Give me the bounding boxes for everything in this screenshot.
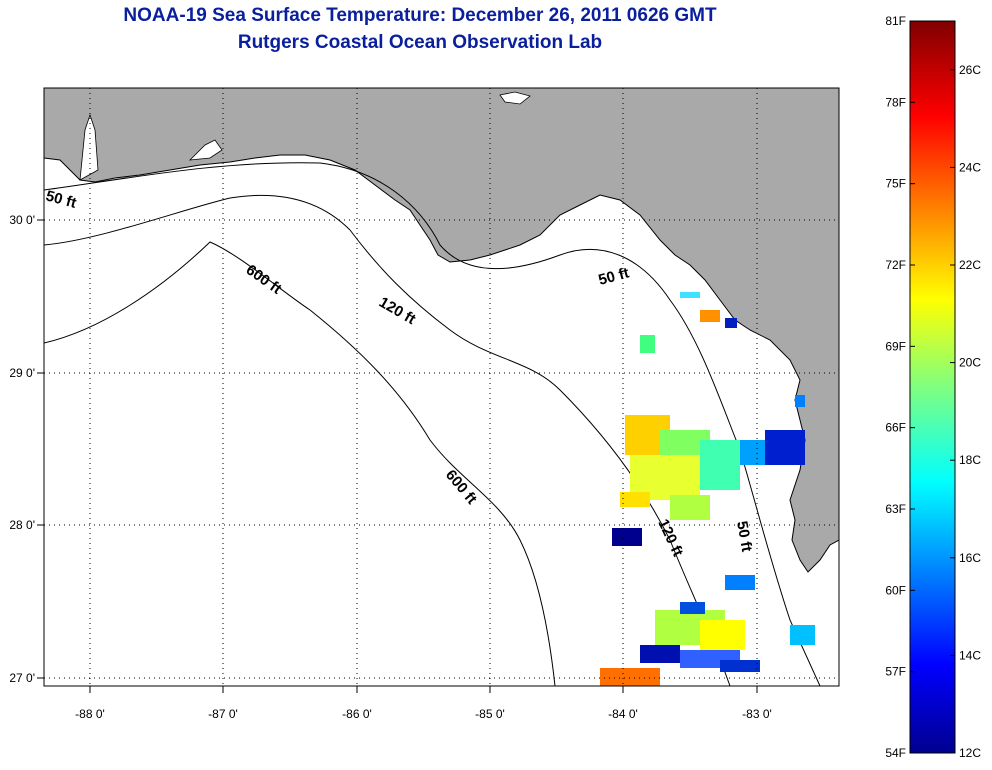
colorbar-label-f: 78F [885, 95, 906, 109]
lat-label-30: 30 0' [9, 213, 35, 227]
map-title: NOAA-19 Sea Surface Temperature: Decembe… [123, 5, 717, 26]
contour-120ft [44, 194, 731, 686]
colorbar-label-c: 18C [959, 453, 981, 467]
map-frame [43, 87, 840, 687]
colorbar-ticks: 81F 78F 75F 72F 69F 66F 63F 60F 57F 54F 26C 24C 22C 2… [885, 14, 981, 760]
colorbar [909, 20, 956, 754]
map-subtitle: Rutgers Coastal Ocean Observation Lab [237, 32, 603, 53]
colorbar-label-c: 12C [959, 746, 981, 760]
colorbar-label-f: 81F [885, 14, 906, 28]
land-islands [79, 91, 531, 181]
sst-data-overlay [600, 292, 815, 686]
lat-label-29: 29 0' [9, 366, 35, 380]
lon-label-83: -83 0' [742, 707, 772, 721]
axis-ticks [37, 219, 758, 693]
lon-label-88: -88 0' [75, 707, 105, 721]
colorbar-label-c: 22C [959, 258, 981, 272]
lon-label-84: -84 0' [608, 707, 638, 721]
colorbar-label-f: 75F [885, 177, 906, 191]
colorbar-label-c: 26C [959, 63, 981, 77]
colorbar-label-f: 63F [885, 502, 906, 516]
colorbar-label-f: 57F [885, 665, 906, 679]
lon-label-86: -86 0' [342, 707, 372, 721]
colorbar-label-f: 66F [885, 421, 906, 435]
lon-label-85: -85 0' [475, 707, 505, 721]
lon-label-87: -87 0' [208, 707, 238, 721]
colorbar-label-c: 16C [959, 551, 981, 565]
colorbar-label-c: 24C [959, 160, 981, 174]
colorbar-label-c: 20C [959, 356, 981, 370]
colorbar-label-f: 54F [885, 746, 906, 760]
land-mass [44, 88, 839, 573]
lat-label-28: 28 0' [9, 518, 35, 532]
colorbar-label-f: 60F [885, 583, 906, 597]
contour-600ft [44, 241, 556, 686]
depth-label-50ft-south: 50 ft [733, 520, 755, 553]
colorbar-label-f: 69F [885, 339, 906, 353]
lat-label-27: 27 0' [9, 671, 35, 685]
colorbar-label-c: 14C [959, 648, 981, 662]
colorbar-label-f: 72F [885, 258, 906, 272]
